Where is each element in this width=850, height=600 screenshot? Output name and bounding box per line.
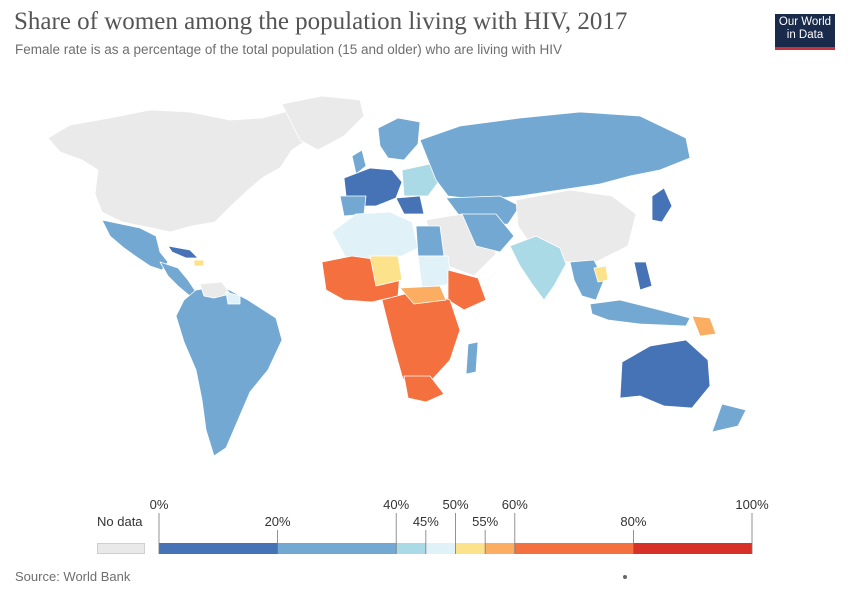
legend-tick-label: 40% bbox=[383, 497, 409, 512]
legend-tick-label: 100% bbox=[735, 497, 769, 512]
logo-line-2: in Data bbox=[786, 29, 824, 41]
chart-subtitle: Female rate is as a percentage of the to… bbox=[15, 42, 563, 57]
legend-bin-6[interactable] bbox=[514, 543, 634, 554]
region-indonesia[interactable] bbox=[589, 299, 691, 327]
legend-bin-2[interactable] bbox=[396, 543, 426, 554]
source-note: Source: World Bank bbox=[15, 569, 131, 584]
legend-tick-label: 80% bbox=[620, 514, 646, 529]
region-egypt[interactable] bbox=[415, 225, 445, 257]
region-greenland[interactable] bbox=[281, 95, 365, 151]
region-japan[interactable] bbox=[651, 187, 673, 223]
legend-bin-1[interactable] bbox=[277, 543, 397, 554]
region-guianas[interactable] bbox=[225, 291, 241, 305]
region-india[interactable] bbox=[509, 235, 567, 301]
region-iran[interactable] bbox=[461, 213, 515, 253]
region-horn-of-africa[interactable] bbox=[447, 269, 487, 311]
region-southern-africa[interactable] bbox=[403, 375, 445, 403]
region-kazakhstan[interactable] bbox=[445, 195, 521, 227]
legend-bin-7[interactable] bbox=[633, 543, 752, 554]
owid-logo[interactable]: Our World in Data bbox=[775, 14, 835, 50]
region-balkans[interactable] bbox=[395, 195, 425, 215]
legend-bin-0[interactable] bbox=[159, 543, 278, 554]
no-data-swatch bbox=[97, 543, 145, 554]
region-venezuela[interactable] bbox=[199, 281, 231, 299]
color-legend: 0% 20% 40% 45%50% 55% 60% 80% 100% bbox=[150, 497, 769, 554]
region-north-america[interactable] bbox=[47, 107, 323, 233]
region-eastern-europe[interactable] bbox=[401, 163, 441, 197]
region-haiti[interactable] bbox=[193, 259, 205, 267]
region-central-africa-partial[interactable] bbox=[399, 285, 447, 305]
no-data-label: No data bbox=[97, 514, 143, 529]
region-mexico[interactable] bbox=[101, 219, 169, 271]
timeline-dot[interactable] bbox=[623, 575, 627, 579]
region-thailand[interactable] bbox=[593, 265, 609, 283]
legend-tick-label: 0% bbox=[150, 497, 169, 512]
region-madagascar[interactable] bbox=[465, 341, 479, 375]
region-iberia[interactable] bbox=[339, 195, 367, 217]
region-south-america[interactable] bbox=[175, 285, 283, 457]
region-central-america[interactable] bbox=[159, 261, 197, 297]
region-russia[interactable] bbox=[419, 111, 691, 201]
legend-bin-5[interactable] bbox=[485, 543, 515, 554]
logo-line-1: Our World bbox=[778, 16, 832, 28]
region-uk[interactable] bbox=[351, 149, 367, 175]
region-north-africa[interactable] bbox=[331, 211, 419, 261]
legend-tick-label: 20% bbox=[265, 514, 291, 529]
region-new-zealand[interactable] bbox=[711, 403, 747, 433]
legend-tick-label: 50% bbox=[442, 497, 468, 512]
region-scandinavia[interactable] bbox=[377, 117, 421, 161]
chart-title: Share of women among the population livi… bbox=[14, 8, 628, 35]
region-caribbean[interactable] bbox=[167, 245, 199, 259]
legend-tick-label: 60% bbox=[502, 497, 528, 512]
region-australia[interactable] bbox=[619, 339, 711, 409]
region-sudan[interactable] bbox=[417, 255, 453, 289]
legend-tick-label: 45% bbox=[413, 514, 439, 529]
legend-bin-4[interactable] bbox=[455, 543, 486, 554]
legend-tick-label: 55% bbox=[472, 514, 498, 529]
world-map[interactable] bbox=[30, 90, 790, 470]
region-philippines[interactable] bbox=[633, 261, 653, 291]
region-sahel[interactable] bbox=[369, 255, 403, 287]
region-papua-new-guinea[interactable] bbox=[691, 315, 717, 337]
legend-bin-3[interactable] bbox=[425, 543, 456, 554]
